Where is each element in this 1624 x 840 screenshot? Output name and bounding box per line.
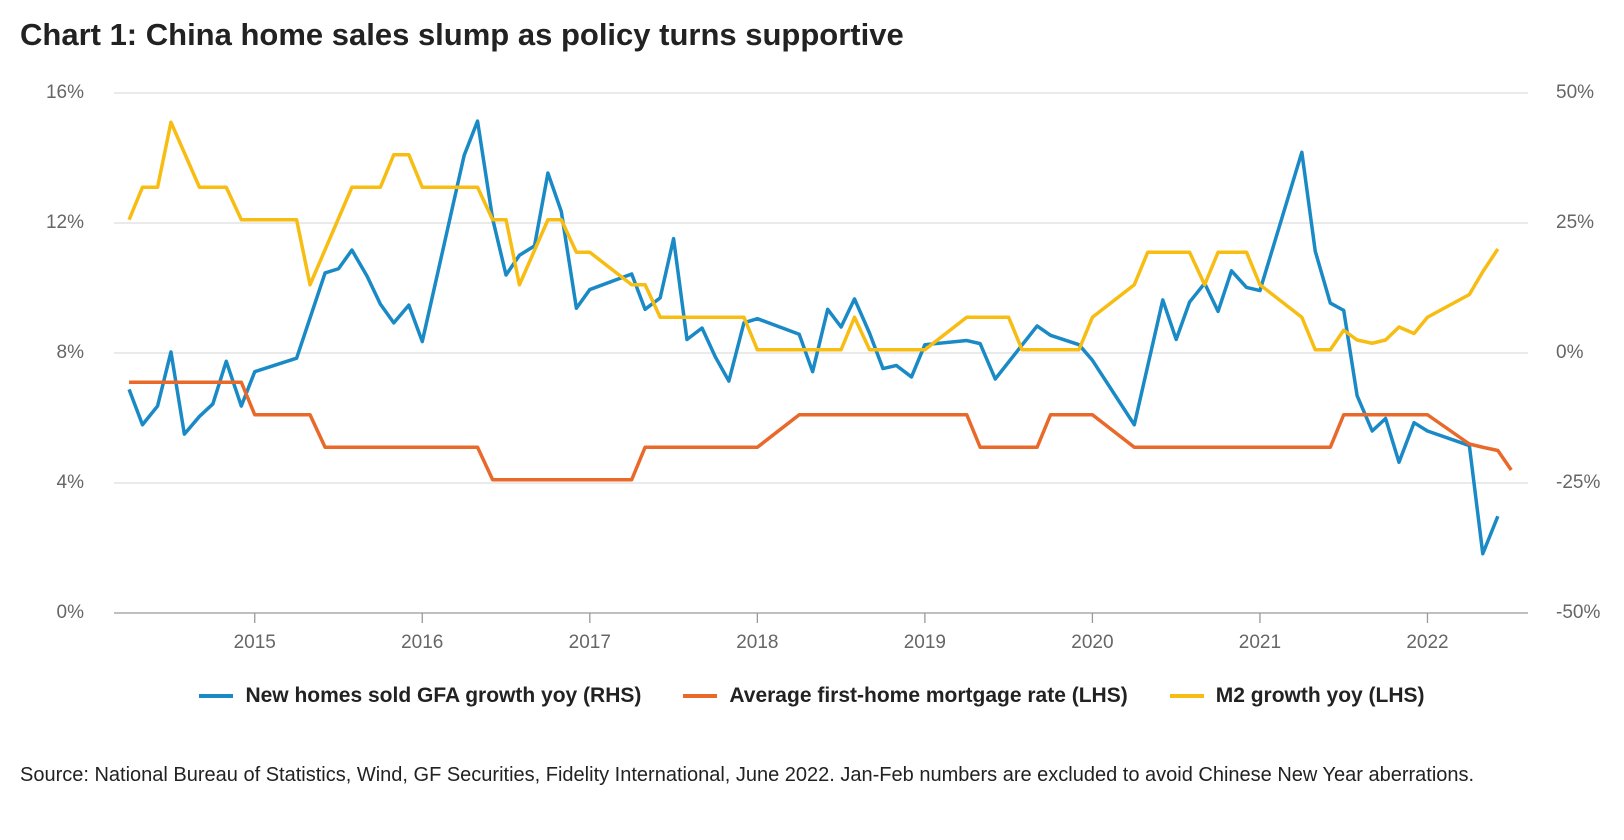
series-line bbox=[127, 119, 1500, 556]
source-note: Source: National Bureau of Statistics, W… bbox=[20, 764, 1475, 786]
x-tick-label: 2015 bbox=[234, 632, 276, 653]
series-line bbox=[127, 120, 1500, 352]
legend-label: New homes sold GFA growth yoy (RHS) bbox=[245, 684, 642, 707]
legend-item: Average first-home mortgage rate (LHS) bbox=[683, 684, 1128, 708]
y2-tick-label: 0% bbox=[1556, 342, 1584, 363]
x-tick-label: 2019 bbox=[904, 632, 946, 653]
x-tick-label: 2018 bbox=[736, 632, 778, 653]
x-tick-label: 2016 bbox=[401, 632, 443, 653]
legend-swatch bbox=[199, 694, 234, 698]
legend-swatch bbox=[683, 694, 718, 698]
legend-label: M2 growth yoy (LHS) bbox=[1215, 684, 1425, 707]
series-line bbox=[129, 380, 1513, 482]
chart-title: Chart 1: China home sales slump as polic… bbox=[20, 17, 904, 52]
y-tick-label: 12% bbox=[46, 212, 84, 233]
y-tick-label: 8% bbox=[57, 342, 85, 363]
y2-tick-label: -50% bbox=[1556, 602, 1600, 623]
x-tick-label: 2020 bbox=[1071, 632, 1113, 653]
x-tick-label: 2021 bbox=[1239, 632, 1281, 653]
legend-label: Average first-home mortgage rate (LHS) bbox=[729, 684, 1128, 707]
y2-tick-label: -25% bbox=[1556, 472, 1600, 493]
chart: Chart 1: China home sales slump as polic… bbox=[20, 17, 1600, 653]
legend: New homes sold GFA growth yoy (RHS) Avera… bbox=[0, 684, 1624, 708]
x-tick-label: 2022 bbox=[1406, 632, 1448, 653]
legend-item: New homes sold GFA growth yoy (RHS) bbox=[199, 684, 641, 708]
y2-tick-label: 50% bbox=[1556, 82, 1594, 103]
y-tick-label: 16% bbox=[46, 82, 84, 103]
y-tick-label: 0% bbox=[57, 602, 85, 623]
legend-item: M2 growth yoy (LHS) bbox=[1169, 684, 1425, 708]
x-tick-label: 2017 bbox=[569, 632, 611, 653]
y2-tick-label: 25% bbox=[1556, 212, 1594, 233]
legend-swatch bbox=[1169, 694, 1204, 698]
y-tick-label: 4% bbox=[57, 472, 85, 493]
